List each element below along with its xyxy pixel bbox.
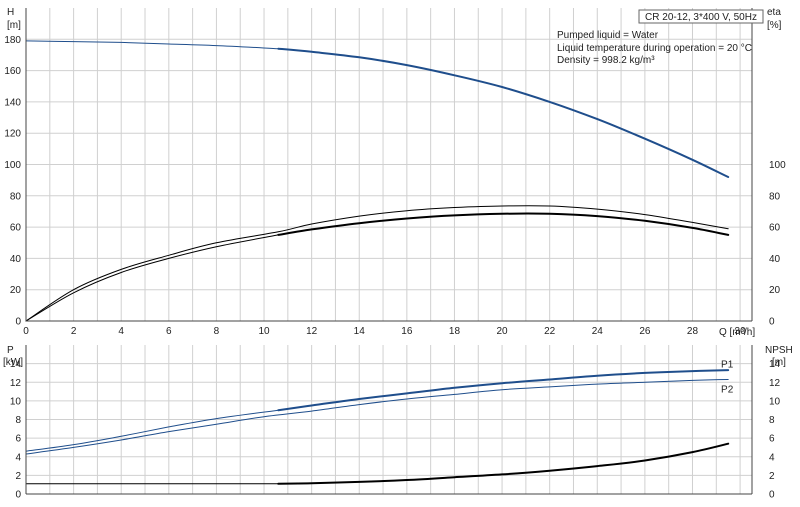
x-tick-label: 30: [735, 326, 747, 337]
bottom-right-tick-label: 6: [769, 434, 775, 445]
bottom-series-line-4: [277, 442, 730, 485]
p1-curve-label: P1: [721, 360, 734, 371]
bottom-series-line-2: [25, 379, 729, 455]
bottom-right-tick-label: 10: [769, 396, 781, 407]
bottom-left-axis-label: P: [7, 345, 14, 356]
bottom-left-tick-label: 6: [15, 434, 21, 445]
bottom-right-tick-label: 4: [769, 452, 775, 463]
top-left-tick-label: 160: [4, 66, 21, 77]
p2-curve-label: P2: [721, 385, 734, 396]
bottom-right-axis-unit: [m]: [772, 357, 786, 368]
bottom-left-tick-label: 14: [10, 359, 22, 370]
top-left-tick-label: 140: [4, 97, 21, 108]
x-tick-label: 10: [258, 326, 270, 337]
x-tick-label: 6: [166, 326, 172, 337]
x-tick-label: 20: [497, 326, 509, 337]
top-left-tick-label: 60: [10, 223, 22, 234]
top-series-line-4: [277, 212, 730, 236]
bottom-right-tick-label: 0: [769, 490, 775, 501]
x-tick-label: 2: [71, 326, 77, 337]
x-tick-label: 28: [687, 326, 699, 337]
top-right-tick-label: 80: [769, 191, 781, 202]
x-tick-label: 22: [544, 326, 556, 337]
bottom-left-axis-unit: [kW]: [3, 357, 23, 368]
x-tick-label: 26: [639, 326, 651, 337]
top-left-tick-label: 100: [4, 160, 21, 171]
x-tick-label: 4: [118, 326, 124, 337]
top-left-tick-label: 0: [15, 317, 21, 328]
info-density: Density = 998.2 kg/m³: [557, 55, 655, 66]
bottom-left-tick-label: 10: [10, 396, 22, 407]
top-right-tick-label: 20: [769, 285, 781, 296]
top-right-axis-label: eta: [767, 7, 781, 18]
x-tick-label: 14: [354, 326, 366, 337]
bottom-left-tick-label: 4: [15, 452, 21, 463]
bottom-right-tick-label: 8: [769, 415, 775, 426]
top-series-line-0: [25, 40, 279, 50]
info-liquid-temperature: Liquid temperature during operation = 20…: [557, 43, 752, 54]
chart-title-box: [638, 9, 764, 24]
x-tick-label: 8: [214, 326, 220, 337]
bottom-right-tick-label: 14: [769, 359, 781, 370]
top-left-axis-unit: [m]: [7, 20, 21, 31]
bottom-left-tick-label: 8: [15, 415, 21, 426]
bottom-left-tick-label: 12: [10, 378, 22, 389]
bottom-left-tick-label: 2: [15, 471, 21, 482]
top-series-line-2: [25, 205, 729, 322]
top-right-tick-label: 100: [769, 160, 786, 171]
top-right-axis-unit: [%]: [767, 20, 782, 31]
x-axis-label: Q [m³/h]: [719, 327, 755, 338]
bottom-right-tick-label: 12: [769, 378, 781, 389]
top-left-axis-label: H: [7, 7, 14, 18]
bottom-series-line-0: [25, 409, 279, 452]
top-left-tick-label: 80: [10, 191, 22, 202]
top-right-tick-label: 40: [769, 254, 781, 265]
top-series-line-1: [277, 47, 730, 178]
x-tick-label: 12: [306, 326, 318, 337]
bottom-right-axis-label: NPSH: [765, 345, 793, 356]
info-pumped-liquid: Pumped liquid = Water: [557, 30, 659, 41]
x-tick-label: 0: [23, 326, 29, 337]
bottom-left-tick-label: 0: [15, 490, 21, 501]
top-right-tick-label: 60: [769, 223, 781, 234]
chart-title: CR 20-12, 3*400 V, 50Hz: [645, 12, 757, 23]
x-tick-label: 18: [449, 326, 461, 337]
x-tick-label: 24: [592, 326, 604, 337]
bottom-series-line-1: [277, 369, 730, 412]
top-right-tick-label: 0: [769, 317, 775, 328]
top-left-tick-label: 120: [4, 129, 21, 140]
top-left-tick-label: 180: [4, 35, 21, 46]
x-tick-label: 16: [401, 326, 413, 337]
top-left-tick-label: 20: [10, 285, 22, 296]
bottom-right-tick-label: 2: [769, 471, 775, 482]
top-left-tick-label: 40: [10, 254, 22, 265]
top-series-line-3: [25, 234, 279, 322]
